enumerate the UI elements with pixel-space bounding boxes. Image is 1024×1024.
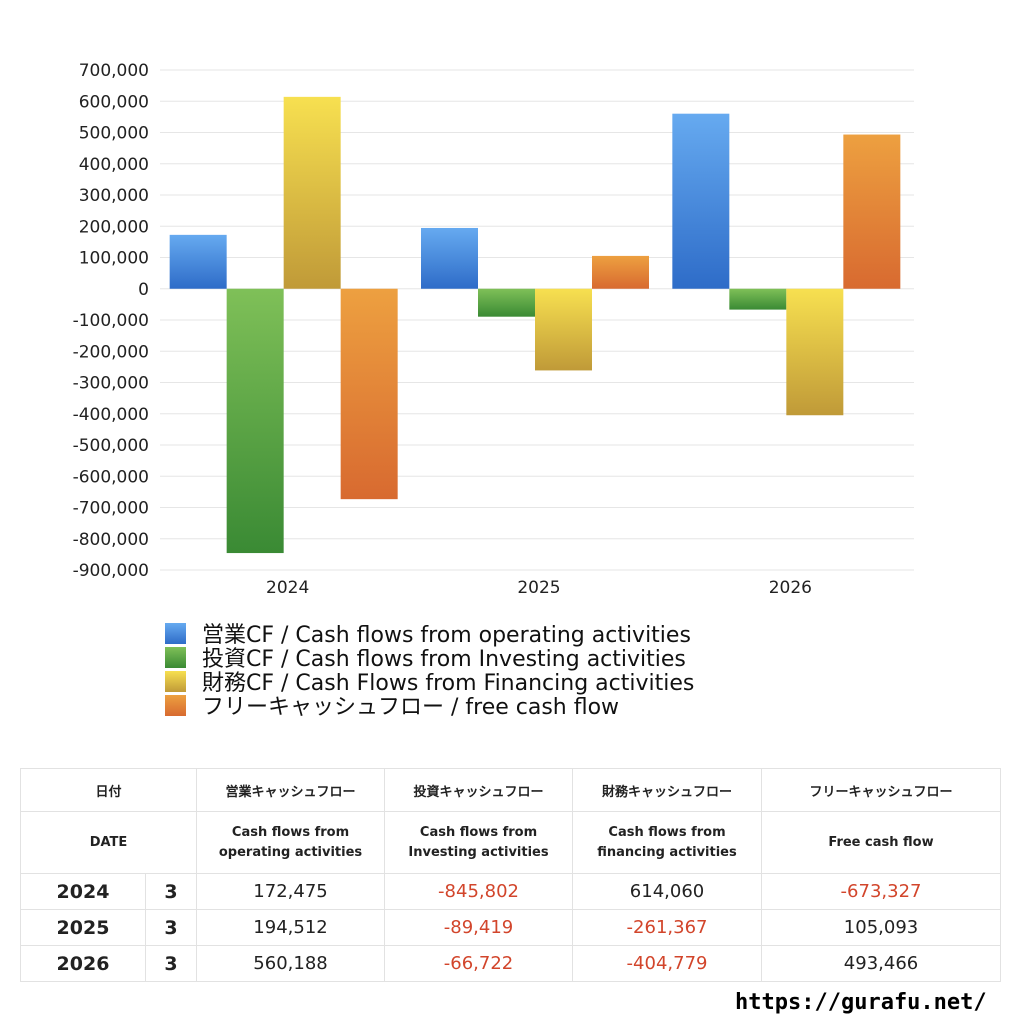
- legend-swatch-financing: [165, 670, 186, 692]
- y-tick-label: 400,000: [79, 155, 149, 175]
- y-tick-label: 200,000: [79, 217, 149, 237]
- y-tick-label: 300,000: [79, 186, 149, 206]
- header-free-en: Free cash flow: [761, 811, 1002, 874]
- row-year: 2024: [20, 873, 146, 910]
- bar-2024-series-0: [169, 234, 227, 289]
- cell-financing: -404,779: [572, 945, 763, 982]
- y-tick-label: -900,000: [73, 561, 149, 581]
- header-investing-jp: 投資キャッシュフロー: [384, 768, 574, 812]
- bar-2026-series-0: [672, 113, 730, 289]
- y-tick-label: -500,000: [73, 436, 149, 456]
- cell-investing: -89,419: [384, 909, 574, 946]
- cell-investing: -66,722: [384, 945, 574, 982]
- row-month: 3: [144, 873, 198, 910]
- bar-2024-series-3: [340, 288, 398, 500]
- cell-operating: 172,475: [196, 873, 386, 910]
- x-axis-labels: 2024 2025 2026: [266, 578, 812, 598]
- y-tick-label: -600,000: [73, 467, 149, 487]
- header-operating-en: Cash flows from operating activities: [196, 811, 386, 874]
- bar-2025-series-1: [478, 288, 535, 317]
- y-tick-label: -300,000: [73, 374, 149, 394]
- table-row: 2024 3 172,475 -845,802 614,060 -673,327: [20, 873, 1002, 910]
- header-operating-jp: 営業キャッシュフロー: [196, 768, 386, 812]
- legend-item-investing: 投資CF / Cash flows from Investing activit…: [165, 645, 694, 672]
- y-tick-label: 700,000: [79, 61, 149, 81]
- cell-operating: 560,188: [196, 945, 386, 982]
- legend-swatch-investing: [165, 646, 186, 668]
- legend-item-financing: 財務CF / Cash Flows from Financing activit…: [165, 669, 694, 696]
- cell-free: -673,327: [761, 873, 1002, 910]
- cell-operating: 194,512: [196, 909, 386, 946]
- cash-flow-table: 日付 営業キャッシュフロー 投資キャッシュフロー 財務キャッシュフロー フリーキ…: [19, 768, 1002, 982]
- table-row: 2025 3 194,512 -89,419 -261,367 105,093: [20, 909, 1002, 946]
- x-tick-label: 2026: [769, 578, 812, 598]
- y-tick-label: -800,000: [73, 530, 149, 550]
- bar-2026-series-3: [843, 134, 901, 289]
- bar-2025-series-2: [535, 288, 592, 371]
- header-investing-en: Cash flows from Investing activities: [384, 811, 574, 874]
- cash-flow-bar-chart: 700,000 600,000 500,000 400,000 300,000 200,0…: [73, 61, 914, 598]
- bar-2024-series-1: [226, 288, 284, 554]
- x-tick-label: 2024: [266, 578, 309, 598]
- y-tick-label: -200,000: [73, 342, 149, 362]
- legend-item-operating: 営業CF / Cash flows from operating activit…: [165, 621, 694, 648]
- legend-label-operating: 営業CF / Cash flows from operating activit…: [202, 623, 691, 648]
- row-year: 2026: [20, 945, 146, 982]
- table-row: 2026 3 560,188 -66,722 -404,779 493,466: [20, 945, 1002, 982]
- row-month: 3: [144, 945, 198, 982]
- row-year: 2025: [20, 909, 146, 946]
- y-tick-label: -100,000: [73, 311, 149, 331]
- y-axis-ticks: 700,000 600,000 500,000 400,000 300,000 200,0…: [73, 61, 149, 581]
- legend-label-financing: 財務CF / Cash Flows from Financing activit…: [202, 671, 695, 696]
- legend-swatch-operating: [165, 622, 186, 644]
- legend-label-investing: 投資CF / Cash flows from Investing activit…: [202, 647, 686, 672]
- y-tick-label: 500,000: [79, 124, 149, 144]
- x-tick-label: 2025: [517, 578, 560, 598]
- bars: [169, 96, 901, 554]
- header-date-en: DATE: [19, 811, 198, 874]
- legend-item-free: フリーキャッシュフロー / free cash flow: [165, 693, 694, 720]
- header-financing-en: Cash flows from financing activities: [572, 811, 763, 874]
- table-header-jp: 日付 営業キャッシュフロー 投資キャッシュフロー 財務キャッシュフロー フリーキ…: [19, 768, 1002, 812]
- y-tick-label: 0: [138, 280, 149, 300]
- site-url[interactable]: https://gurafu.net/: [735, 990, 987, 1015]
- bar-2026-series-1: [729, 288, 787, 310]
- cell-free: 105,093: [761, 909, 1002, 946]
- y-tick-label: 100,000: [79, 249, 149, 269]
- legend-label-free: フリーキャッシュフロー / free cash flow: [202, 695, 620, 720]
- bar-2025-series-0: [421, 227, 478, 289]
- bar-2024-series-2: [283, 96, 341, 289]
- y-tick-label: 600,000: [79, 92, 149, 112]
- cell-financing: -261,367: [572, 909, 763, 946]
- cell-investing: -845,802: [384, 873, 574, 910]
- table-header-en: DATE Cash flows from operating activities…: [19, 811, 1002, 874]
- cell-free: 493,466: [761, 945, 1002, 982]
- y-tick-label: -700,000: [73, 499, 149, 519]
- row-month: 3: [144, 909, 198, 946]
- y-tick-label: -400,000: [73, 405, 149, 425]
- bar-2026-series-2: [786, 288, 844, 416]
- cell-financing: 614,060: [572, 873, 763, 910]
- header-date-jp: 日付: [19, 768, 198, 812]
- header-financing-jp: 財務キャッシュフロー: [572, 768, 763, 812]
- bar-2025-series-3: [592, 255, 649, 289]
- legend-swatch-free: [165, 694, 186, 716]
- header-free-jp: フリーキャッシュフロー: [761, 768, 1002, 812]
- legend: 営業CF / Cash flows from operating activit…: [165, 621, 694, 720]
